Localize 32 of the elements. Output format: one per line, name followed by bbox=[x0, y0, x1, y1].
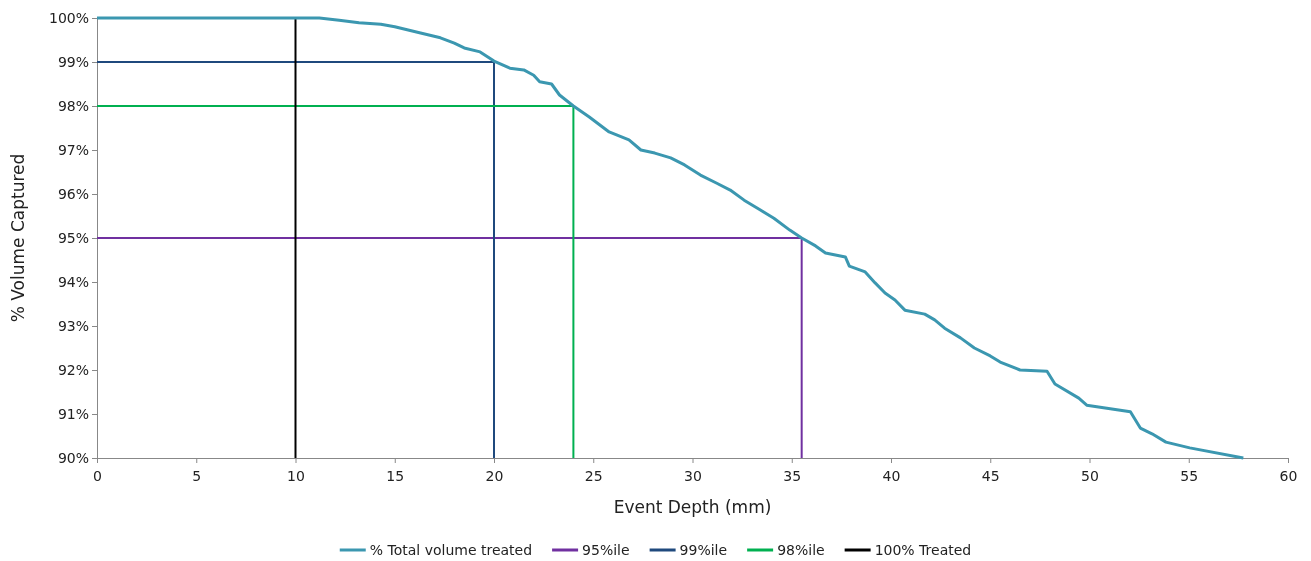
x-tick-label: 25 bbox=[584, 468, 603, 485]
x-tick-label: 60 bbox=[1279, 468, 1298, 485]
x-tick-label: 15 bbox=[386, 468, 405, 485]
x-tick-label: 20 bbox=[485, 468, 504, 485]
line-series bbox=[95, 16, 1245, 460]
legend-label: 98%ile bbox=[777, 542, 825, 558]
y-tick-label: 92% bbox=[57, 361, 89, 378]
x-tick-label: 5 bbox=[192, 468, 202, 485]
legend-label: 95%ile bbox=[582, 542, 630, 558]
x-tick-label: 50 bbox=[1081, 468, 1099, 485]
legend-label: % Total volume treated bbox=[369, 542, 533, 558]
y-tick-label: 99% bbox=[57, 53, 89, 70]
legend-label: 100% Treated bbox=[874, 542, 972, 558]
x-tick-label: 10 bbox=[287, 468, 305, 485]
y-tick-label: 94% bbox=[57, 273, 89, 290]
x-axis-title: Event Depth (mm) bbox=[613, 497, 772, 517]
x-tick-label: 35 bbox=[783, 468, 802, 485]
x-tick-label: 45 bbox=[981, 468, 1000, 485]
y-tick-label: 91% bbox=[57, 405, 89, 422]
x-tick-label: 30 bbox=[684, 468, 702, 485]
x-tick-label: 40 bbox=[882, 468, 901, 485]
y-tick-label: 97% bbox=[57, 141, 89, 158]
y-tick-label: 90% bbox=[57, 449, 89, 466]
y-axis-title: % Volume Captured bbox=[8, 153, 28, 323]
legend-label: 99%ile bbox=[679, 542, 728, 558]
y-tick-label: 95% bbox=[57, 229, 89, 246]
y-tick-label: 98% bbox=[57, 97, 89, 114]
x-tick-label: 55 bbox=[1180, 468, 1199, 485]
y-tick-label: 96% bbox=[57, 185, 89, 202]
y-tick-label: 100% bbox=[48, 9, 89, 26]
x-tick-label: 0 bbox=[93, 468, 102, 485]
y-tick-label: 93% bbox=[57, 317, 89, 334]
